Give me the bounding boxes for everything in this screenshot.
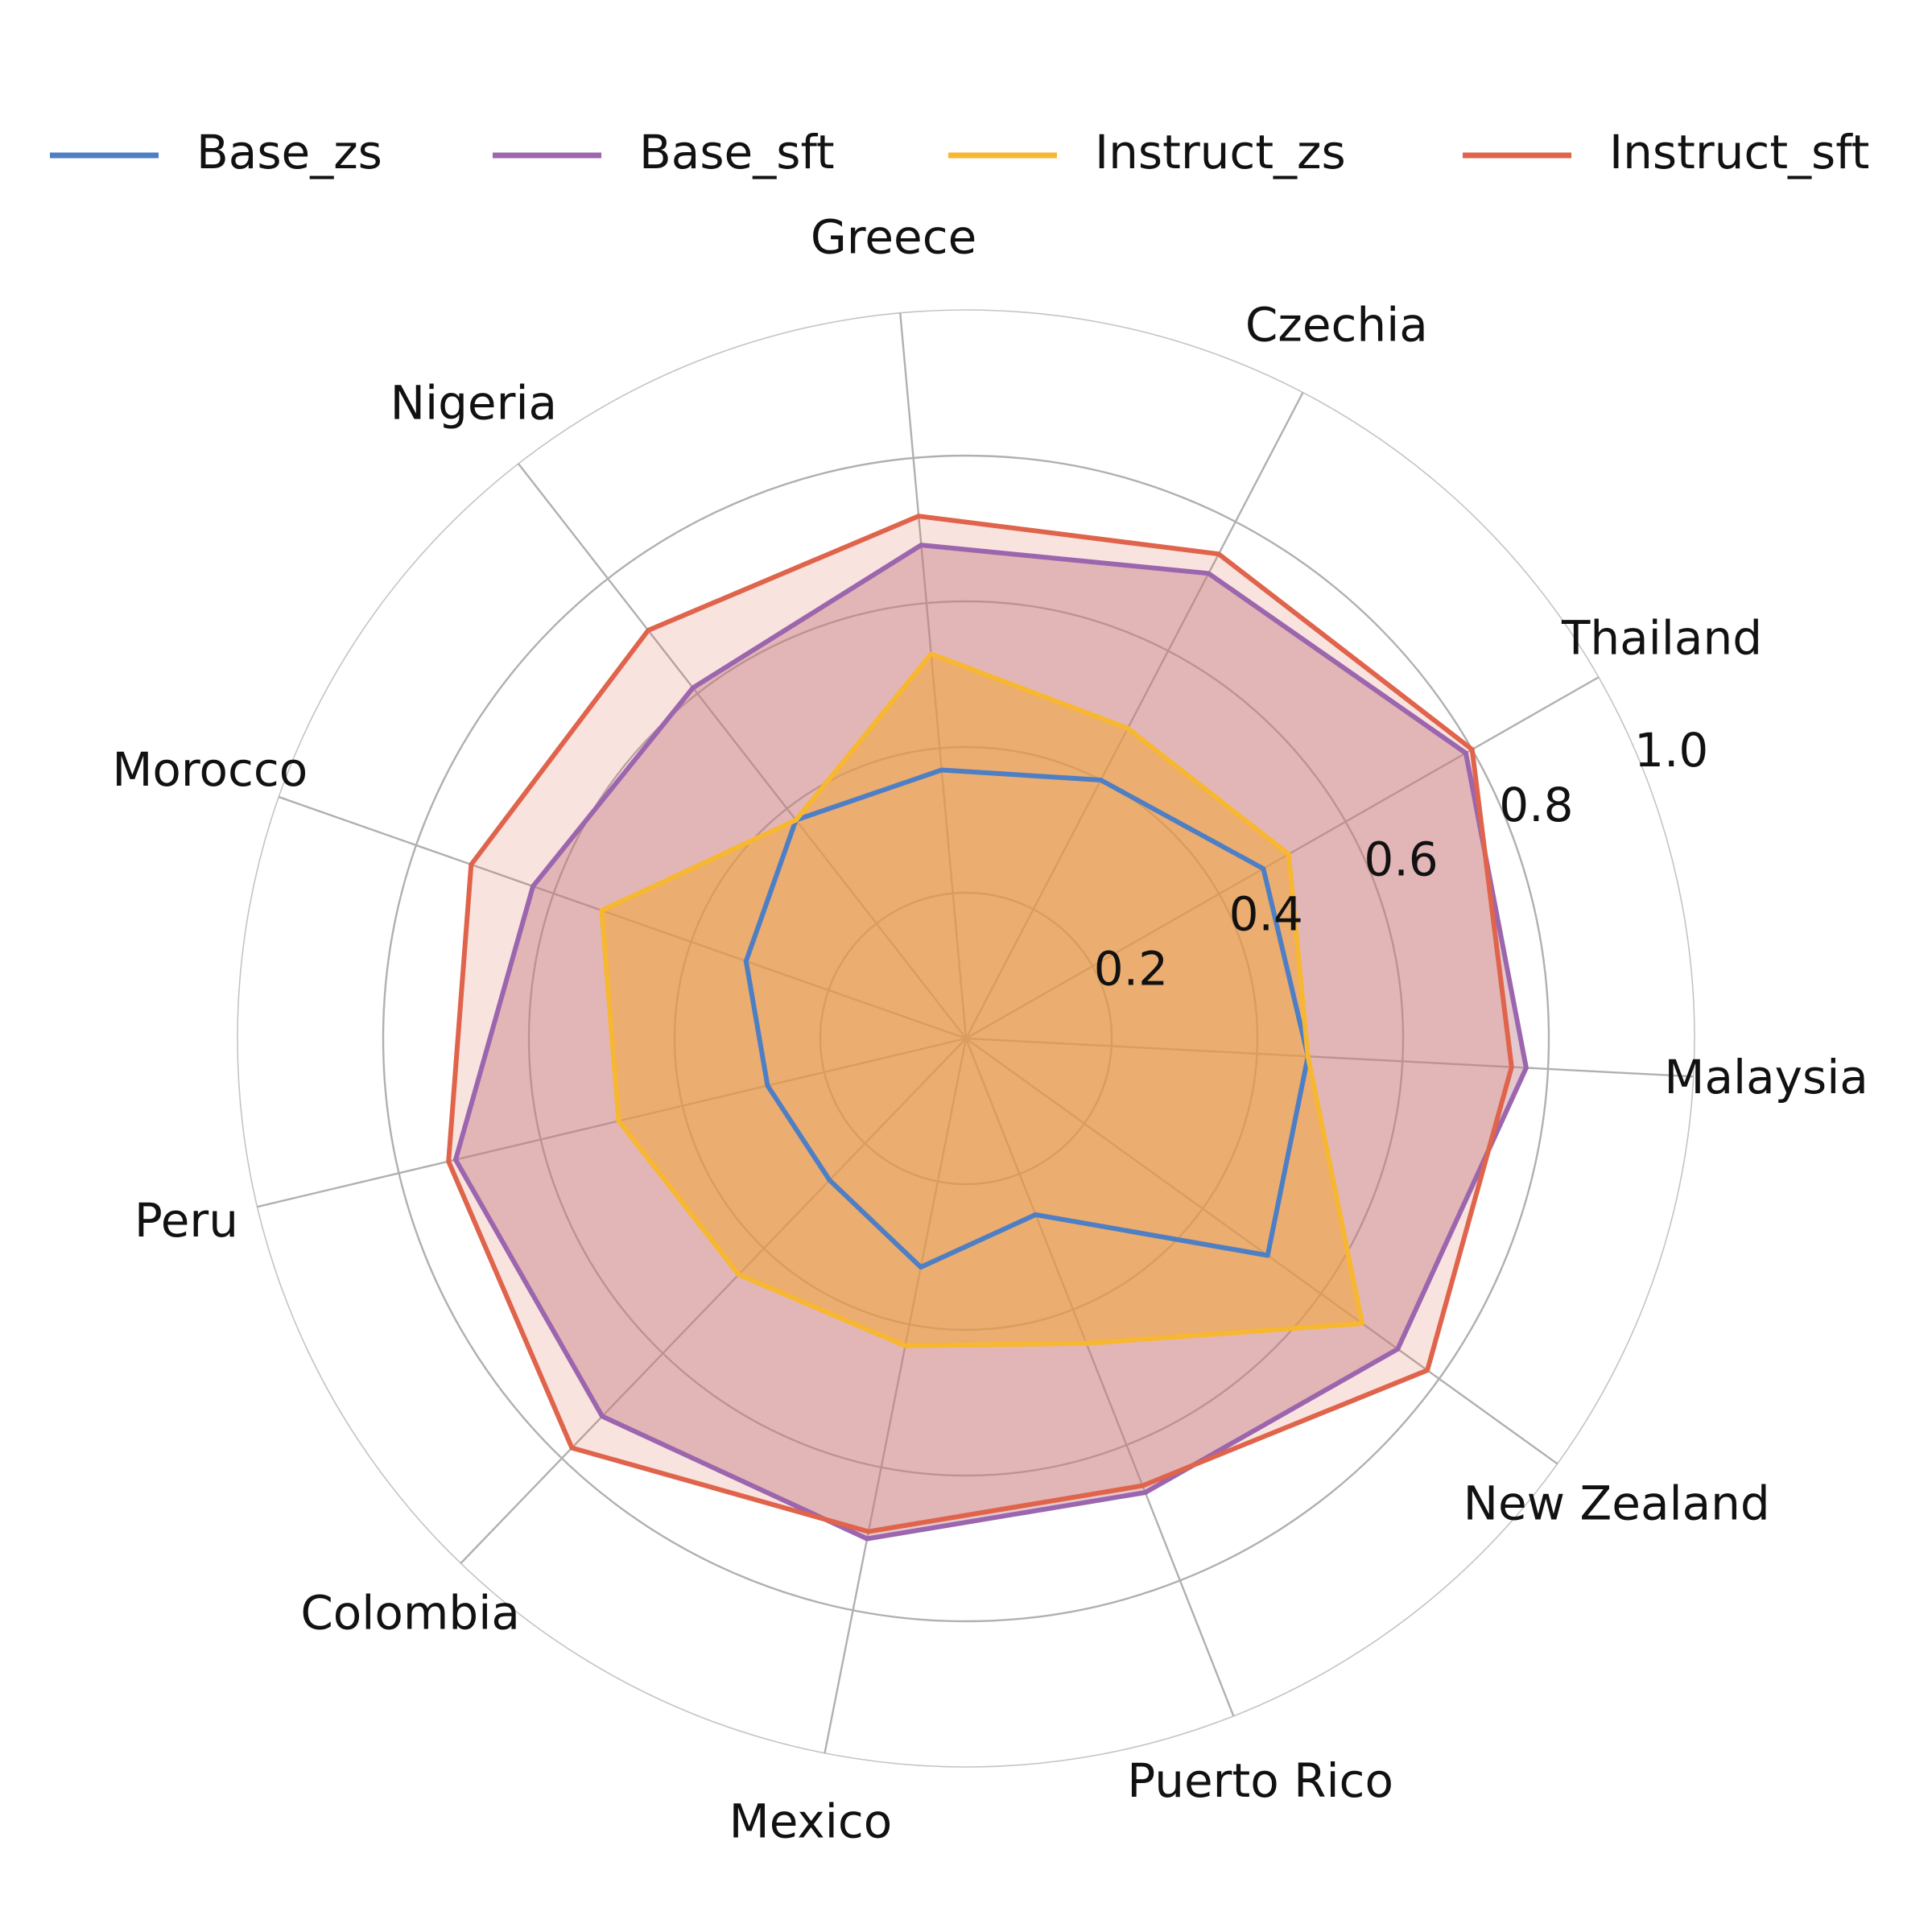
series-lines [446,514,1529,1542]
category-labels: Malaysia Thailand Czechia Greece Nigeria Moro… [112,210,1868,1849]
series-line-base-zs [743,767,1311,1270]
legend-label-base-sft: Base_sft [639,125,835,180]
radial-tick-label: 1.0 [1634,723,1708,778]
radial-tick-label: 0.6 [1364,832,1438,887]
category-label-mexico: Mexico [729,1794,893,1849]
category-label-peru: Peru [134,1193,238,1248]
category-label-puerto-rico: Puerto Rico [1127,1753,1393,1808]
radial-tick-label: 0.4 [1229,887,1303,942]
radial-tick-label: 0.8 [1499,778,1573,832]
category-label-czechia: Czechia [1245,297,1428,352]
gridline-circle [237,309,1695,1768]
category-label-greece: Greece [811,210,976,265]
category-label-thailand: Thailand [1561,610,1762,665]
series-fills [448,516,1526,1539]
legend-label-instruct-sft: Instruct_sft [1609,125,1869,180]
legend: Base_zs Base_sft Instruct_zs Instruct_sft [50,125,1869,180]
legend-label-base-zs: Base_zs [196,125,382,180]
gridline-circle [382,454,1550,1623]
category-label-morocco: Morocco [112,742,308,797]
category-label-colombia: Colombia [300,1585,520,1640]
category-label-malaysia: Malaysia [1664,1050,1868,1104]
legend-label-instruct-zs: Instruct_zs [1095,125,1346,180]
category-label-new-zealand: New Zealand [1463,1476,1770,1530]
series-fill-instruct-sft [448,516,1512,1532]
series-line-instruct-zs [599,651,1365,1348]
category-label-nigeria: Nigeria [390,376,558,431]
radial-tick-label: 0.2 [1094,941,1168,996]
radial-tick-labels: 0.2 0.4 0.6 0.8 1.0 [1094,723,1709,996]
series-line-instruct-sft [446,514,1514,1534]
gridline-circle [527,600,1405,1477]
